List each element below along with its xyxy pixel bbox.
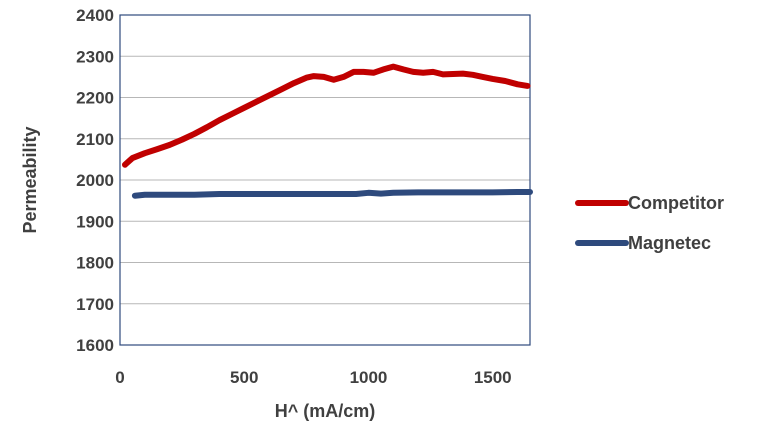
x-tick-label: 1000 — [350, 368, 388, 387]
plot-area — [119, 14, 531, 346]
x-tick-label: 1500 — [474, 368, 512, 387]
series-line-competitor — [122, 63, 531, 168]
y-tick-label: 1600 — [76, 336, 114, 355]
legend-label-magnetec: Magnetec — [628, 233, 711, 253]
legend-label-competitor: Competitor — [628, 193, 724, 213]
y-tick-label: 1800 — [76, 254, 114, 273]
y-tick-label: 2300 — [76, 47, 114, 66]
y-tick-label: 2200 — [76, 89, 114, 108]
gridlines — [120, 55, 530, 305]
legend: Competitor Magnetec — [575, 193, 724, 253]
x-tick-label: 0 — [115, 368, 124, 387]
y-tick-labels: 1600 1700 1800 1900 2000 2100 2200 2300 2400 — [76, 6, 114, 355]
y-tick-label: 2100 — [76, 130, 114, 149]
y-tick-label: 1700 — [76, 295, 114, 314]
x-tick-labels: 0 500 1000 1500 — [115, 368, 511, 387]
legend-item-magnetec: Magnetec — [575, 233, 711, 253]
y-axis-title: Permeability — [20, 126, 40, 233]
y-tick-label: 1900 — [76, 212, 114, 231]
y-tick-label: 2400 — [76, 6, 114, 25]
legend-item-competitor: Competitor — [575, 193, 724, 213]
series-lines — [122, 63, 533, 199]
y-tick-label: 2000 — [76, 171, 114, 190]
series-line-magnetec — [131, 189, 533, 199]
x-axis-title: H^ (mA/cm) — [275, 401, 376, 421]
x-tick-label: 500 — [230, 368, 258, 387]
